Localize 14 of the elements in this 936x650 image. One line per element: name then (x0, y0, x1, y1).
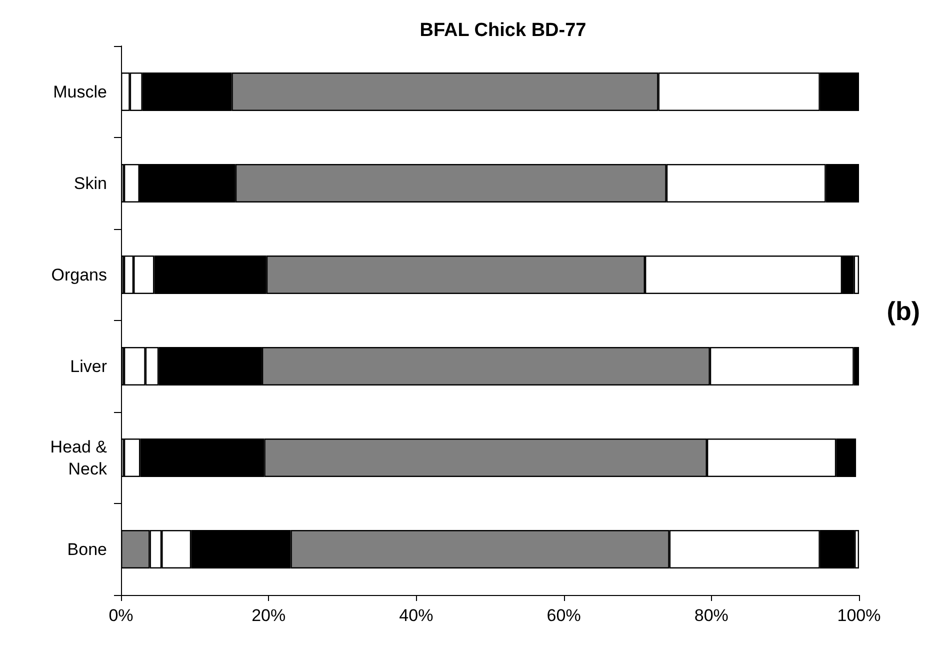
text: (b) (886, 296, 920, 326)
x-tick-label: 80% (694, 606, 728, 625)
chart-title: BFAL Chick BD-77 (420, 20, 586, 41)
y-tick-label: Muscle (53, 82, 107, 102)
y-tick-label: Liver (70, 356, 108, 376)
x-tick-label: 0% (108, 606, 134, 625)
x-tick-label: 40% (399, 606, 434, 625)
y-tick-label: Organs (51, 265, 107, 284)
y-tick-label: Head & Neck (50, 437, 108, 478)
x-tick-label: 60% (546, 606, 581, 625)
y-tick-label: Bone (67, 540, 107, 559)
x-tick-label: 100% (837, 606, 881, 625)
x-tick-label: 20% (252, 606, 286, 625)
y-tick-label: Skin (74, 174, 107, 193)
